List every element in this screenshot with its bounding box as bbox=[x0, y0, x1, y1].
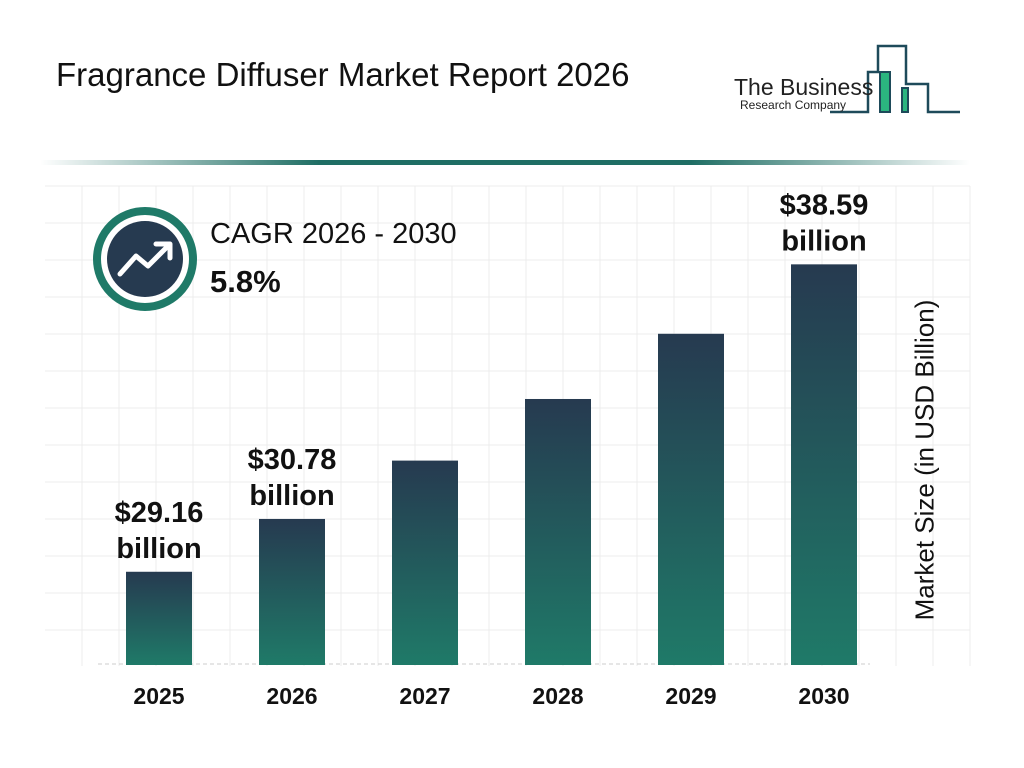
page-title: Fragrance Diffuser Market Report 2026 bbox=[56, 56, 630, 93]
bar-2030 bbox=[791, 264, 857, 665]
x-tick-label: 2028 bbox=[532, 683, 583, 709]
bar-2028 bbox=[525, 398, 591, 665]
y-axis-label: Market Size (in USD Billion) bbox=[909, 299, 940, 621]
data-label-unit: billion bbox=[249, 480, 334, 512]
data-label-value: $29.16 bbox=[115, 497, 204, 529]
bar-2026 bbox=[259, 518, 325, 665]
trending-up-icon bbox=[93, 207, 197, 311]
bar-2029 bbox=[658, 333, 724, 665]
bar-2025 bbox=[126, 571, 192, 665]
data-label-unit: billion bbox=[781, 225, 866, 257]
bar-2027 bbox=[392, 460, 458, 665]
data-label-value: $38.59 bbox=[780, 189, 869, 221]
data-label-unit: billion bbox=[116, 533, 201, 565]
x-tick-label: 2029 bbox=[665, 683, 716, 709]
logo-text-primary: The Business bbox=[734, 74, 874, 100]
data-label-value: $30.78 bbox=[248, 444, 337, 476]
cagr-value: 5.8% bbox=[210, 264, 281, 299]
x-tick-label: 2030 bbox=[798, 683, 849, 709]
x-tick-label: 2025 bbox=[133, 683, 184, 709]
cagr-label: CAGR 2026 - 2030 bbox=[210, 218, 457, 250]
logo-buildings-icon bbox=[830, 44, 960, 114]
company-logo: The Business Research Company bbox=[730, 44, 970, 116]
header-divider bbox=[40, 160, 970, 165]
x-tick-label: 2027 bbox=[399, 683, 450, 709]
x-tick-label: 2026 bbox=[266, 683, 317, 709]
logo-text-secondary: Research Company bbox=[740, 98, 847, 112]
